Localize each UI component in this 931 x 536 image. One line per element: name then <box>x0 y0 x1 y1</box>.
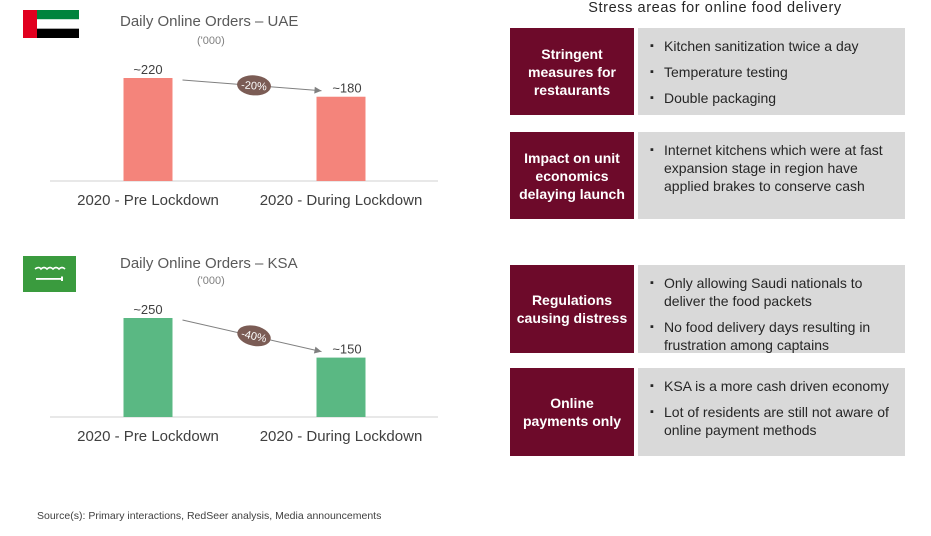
bar <box>316 357 366 417</box>
uae-chart-unit: ('000) <box>197 35 225 47</box>
bar <box>123 318 173 417</box>
data-label: ~180 <box>332 81 361 96</box>
ksa-orders-chart: ~250 2020 - Pre Lockdown ~150 2020 - During… <box>50 302 438 445</box>
stress-bullet: Kitchen sanitization twice a day <box>650 37 893 55</box>
category-label: 2020 - During Lockdown <box>260 192 423 209</box>
stress-row-details: KSA is a more cash driven economy Lot of… <box>638 368 905 456</box>
stress-row-details: Kitchen sanitization twice a day Tempera… <box>638 28 905 115</box>
data-label: ~150 <box>332 342 361 357</box>
change-arrow-head <box>313 346 322 354</box>
category-label: 2020 - Pre Lockdown <box>77 428 219 445</box>
stress-row-details: Only allowing Saudi nationals to deliver… <box>638 265 905 353</box>
stress-row: Online payments only KSA is a more cash … <box>510 368 905 456</box>
stress-row: Regulations causing distress Only allowi… <box>510 265 905 353</box>
stress-bullet: Double packaging <box>650 89 893 107</box>
change-arrow-head <box>314 86 322 94</box>
stress-row-label: Online payments only <box>510 368 634 456</box>
stress-bullet: Lot of residents are still not aware of … <box>650 403 893 439</box>
stress-row-label: Stringent measures for restaurants <box>510 28 634 115</box>
change-label: -40% <box>240 328 268 345</box>
bar <box>123 78 173 181</box>
change-annotation: -20% <box>237 75 271 96</box>
stress-bullet: No food delivery days resulting in frust… <box>650 318 893 354</box>
ksa-chart-title: Daily Online Orders – KSA <box>120 255 298 272</box>
stress-row-details: Internet kitchens which were at fast exp… <box>638 132 905 219</box>
stress-bullet: KSA is a more cash driven economy <box>650 377 893 395</box>
category-label: 2020 - Pre Lockdown <box>77 192 219 209</box>
stress-row-label: Impact on unit economics delaying launch <box>510 132 634 219</box>
change-label: -20% <box>241 79 268 93</box>
uae-orders-chart: ~220 2020 - Pre Lockdown ~180 2020 - During… <box>50 62 438 209</box>
change-oval <box>237 325 271 347</box>
source-note: Source(s): Primary interactions, RedSeer… <box>37 510 382 522</box>
data-label: ~220 <box>133 62 162 77</box>
stress-areas-title: Stress areas for online food delivery <box>588 0 842 16</box>
stress-row: Impact on unit economics delaying launch… <box>510 132 905 219</box>
uae-flag-icon <box>23 10 79 38</box>
stress-bullet: Only allowing Saudi nationals to deliver… <box>650 274 893 310</box>
bar <box>316 96 366 181</box>
change-annotation: -40% <box>237 325 271 347</box>
stress-bullet: Temperature testing <box>650 63 893 81</box>
data-label: ~250 <box>133 302 162 317</box>
category-label: 2020 - During Lockdown <box>260 428 423 445</box>
ksa-flag-icon <box>23 256 76 292</box>
change-oval <box>237 75 271 96</box>
ksa-chart-unit: ('000) <box>197 275 225 287</box>
stress-row-label: Regulations causing distress <box>510 265 634 353</box>
uae-chart-title: Daily Online Orders – UAE <box>120 13 299 30</box>
stress-bullet: Internet kitchens which were at fast exp… <box>650 141 893 195</box>
stress-row: Stringent measures for restaurants Kitch… <box>510 28 905 115</box>
